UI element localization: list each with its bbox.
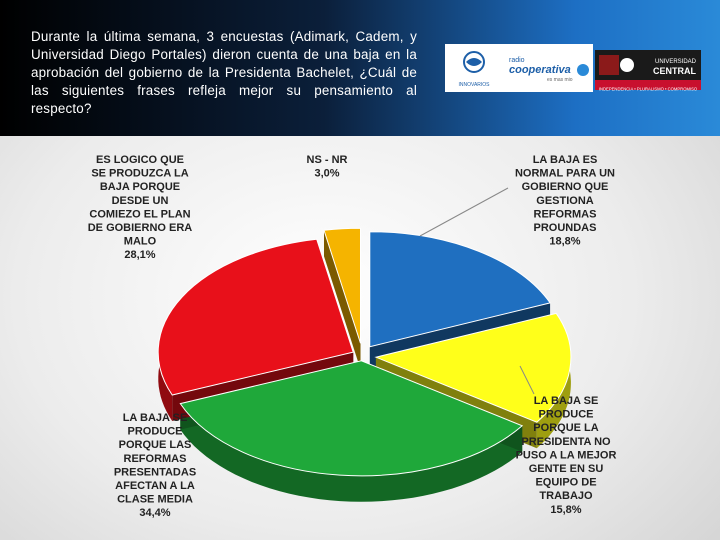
logo3-tagline-strip: INDEPENDENCIA • PLURALISMO • COMPROMISO: [595, 80, 701, 92]
pie-slice-side-green: [180, 403, 523, 502]
slice-label-line: LA BAJA ES: [533, 154, 598, 166]
slice-label-line: AFECTAN A LA: [115, 480, 195, 492]
slice-label-blue: LA BAJA ES NORMAL PARA UN GOBIERNO QUE GEST…: [515, 154, 615, 248]
leader-line-0: [419, 187, 509, 237]
pie-slice-orange: [323, 227, 362, 344]
slice-label-line: PRESIDENTA NO: [521, 436, 611, 448]
pie-slice-yellow: [374, 312, 572, 423]
slice-label-line: CLASE MEDIA: [117, 494, 193, 506]
slice-label-line: GENTE EN SU: [529, 463, 604, 475]
cooperativa-logo: radio cooperativa es mas mio: [503, 44, 593, 92]
slice-label-line: EQUIPO DE: [535, 477, 596, 489]
pie-slice-red: [157, 238, 354, 396]
slice-label-line: MALO: [124, 236, 157, 248]
slice-value-yellow: 15,8%: [550, 504, 581, 516]
logo3-tagline: INDEPENDENCIA • PLURALISMO • COMPROMISO: [599, 87, 698, 92]
slice-label-line: DESDE UN: [112, 195, 169, 207]
pie-chart: LA BAJA ES NORMAL PARA UN GOBIERNO QUE GEST…: [88, 154, 617, 519]
slice-value-orange: 3,0%: [314, 168, 339, 180]
slice-label-line: SE PRODUZCA LA: [91, 168, 188, 180]
slice-label-line: PORQUE LA: [533, 422, 598, 434]
slice-value-green: 34,4%: [139, 507, 170, 519]
logo1-subtext: INNOVARIOS: [458, 82, 490, 88]
question-text: Durante la última semana, 3 encuestas (A…: [31, 29, 417, 116]
logo2-main: cooperativa: [509, 64, 571, 76]
slice-label-line: PORQUE LAS: [119, 439, 192, 451]
slice-label-line: COMIEZO EL PLAN: [89, 208, 190, 220]
pie-slice-wall-orange-0: [324, 230, 361, 370]
slice-value-red: 28,1%: [124, 249, 155, 261]
slice-label-line: LA BAJA SE: [534, 395, 599, 407]
slice-value-blue: 18,8%: [549, 236, 580, 248]
logo2-sub: es mas mio: [547, 77, 573, 83]
slice-label-line: PRODUCE: [538, 409, 593, 421]
slice-label-line: NORMAL PARA UN: [515, 168, 615, 180]
slice-label-yellow: LA BAJA SE PRODUCE PORQUE LA PRESIDENTA NO P…: [516, 395, 617, 516]
slice-label-orange: NS - NR 3,0%: [307, 154, 348, 180]
slice-label-line: PRESENTADAS: [114, 466, 196, 478]
slice-label-line: GOBIERNO QUE: [522, 181, 609, 193]
leader-line-1: [519, 365, 535, 395]
slice-label-line: PROUNDAS: [534, 222, 597, 234]
logo2-top: radio: [509, 57, 525, 64]
slice-label-line: GESTIONA: [536, 195, 594, 207]
slice-label-line: PRODUCE: [127, 426, 182, 438]
slice-label-line: REFORMAS: [124, 453, 187, 465]
slice-label-line: NS - NR: [307, 154, 348, 166]
slice-label-green: LA BAJA SE PRODUCE PORQUE LAS REFORMAS PRESE…: [114, 412, 196, 519]
slice-label-line: TRABAJO: [539, 490, 593, 502]
logo3-top: UNIVERSIDAD: [655, 59, 697, 65]
logo3-main: CENTRAL: [653, 66, 696, 76]
slice-label-line: BAJA PORQUE: [100, 181, 180, 193]
slice-label-line: REFORMAS: [534, 208, 597, 220]
pie-slice-blue: [369, 231, 551, 348]
slice-label-line: PUSO A LA MEJOR: [516, 449, 617, 461]
slice-label-line: DE GOBIERNO ERA: [88, 222, 193, 234]
innovarios-logo: INNOVARIOS: [445, 44, 503, 92]
pie-slice-green: [179, 360, 524, 477]
slice-label-red: ES LOGICO QUE SE PRODUZCA LA BAJA PORQUE DE…: [88, 154, 193, 261]
slice-label-line: LA BAJA SE: [123, 412, 188, 424]
slice-label-line: ES LOGICO QUE: [96, 154, 184, 166]
